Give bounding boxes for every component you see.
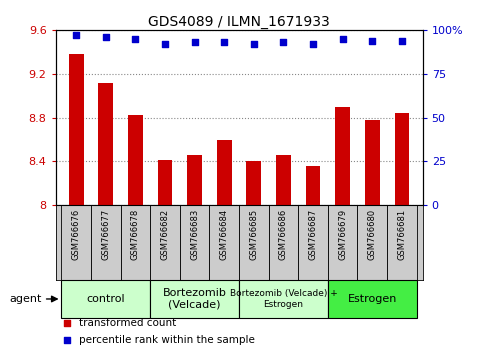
Bar (61, 205, 91, 280)
Text: GSM766681: GSM766681 (398, 209, 406, 260)
Point (220, 40, 228, 45)
Text: GSM766682: GSM766682 (160, 209, 170, 260)
Text: Bortezomib (Velcade) +
Estrogen: Bortezomib (Velcade) + Estrogen (229, 289, 337, 309)
Text: agent: agent (10, 294, 42, 304)
Point (72, 33, 80, 38)
Bar (395, 113, 409, 205)
Bar (335, 107, 350, 205)
Bar (328, 280, 417, 318)
Point (369, 38, 376, 44)
Text: GSM766679: GSM766679 (338, 209, 347, 260)
Point (309, 41, 317, 47)
Bar (180, 205, 210, 280)
Point (161, 41, 169, 47)
Text: GSM766677: GSM766677 (101, 209, 111, 260)
Text: transformed count: transformed count (79, 318, 177, 328)
Text: GSM766680: GSM766680 (368, 209, 377, 260)
Bar (187, 155, 202, 205)
Text: percentile rank within the sample: percentile rank within the sample (79, 335, 256, 345)
Point (102, 34, 110, 40)
Bar (150, 205, 180, 280)
Bar (150, 280, 239, 318)
Text: GSM766685: GSM766685 (249, 209, 258, 260)
Point (63, 320, 71, 326)
Bar (69, 54, 84, 205)
Text: GSM766684: GSM766684 (220, 209, 229, 260)
Bar (365, 120, 380, 205)
Bar (357, 205, 387, 280)
Point (339, 36, 347, 42)
Text: GSM766676: GSM766676 (72, 209, 81, 260)
Point (63, 337, 71, 343)
Point (280, 40, 287, 45)
Bar (210, 205, 239, 280)
Text: GSM766687: GSM766687 (309, 209, 318, 260)
Bar (128, 115, 143, 205)
Bar (239, 205, 269, 280)
Bar (298, 205, 328, 280)
Text: GSM766678: GSM766678 (131, 209, 140, 260)
Text: Bortezomib
(Velcade): Bortezomib (Velcade) (163, 288, 227, 310)
Point (131, 36, 139, 42)
Bar (121, 205, 150, 280)
Bar (276, 155, 291, 205)
Bar (91, 205, 121, 280)
Bar (246, 161, 261, 205)
Point (191, 40, 199, 45)
Point (398, 38, 406, 44)
Bar (217, 139, 232, 205)
Text: Estrogen: Estrogen (348, 294, 397, 304)
Title: GDS4089 / ILMN_1671933: GDS4089 / ILMN_1671933 (148, 15, 330, 29)
Text: GSM766683: GSM766683 (190, 209, 199, 260)
Bar (61, 280, 150, 318)
Text: GSM766686: GSM766686 (279, 209, 288, 260)
Bar (387, 205, 417, 280)
Point (250, 41, 258, 47)
Bar (306, 166, 321, 205)
Bar (157, 160, 172, 205)
Text: control: control (86, 294, 125, 304)
Bar (328, 205, 357, 280)
Bar (269, 205, 298, 280)
Bar (239, 280, 328, 318)
Bar (99, 82, 114, 205)
